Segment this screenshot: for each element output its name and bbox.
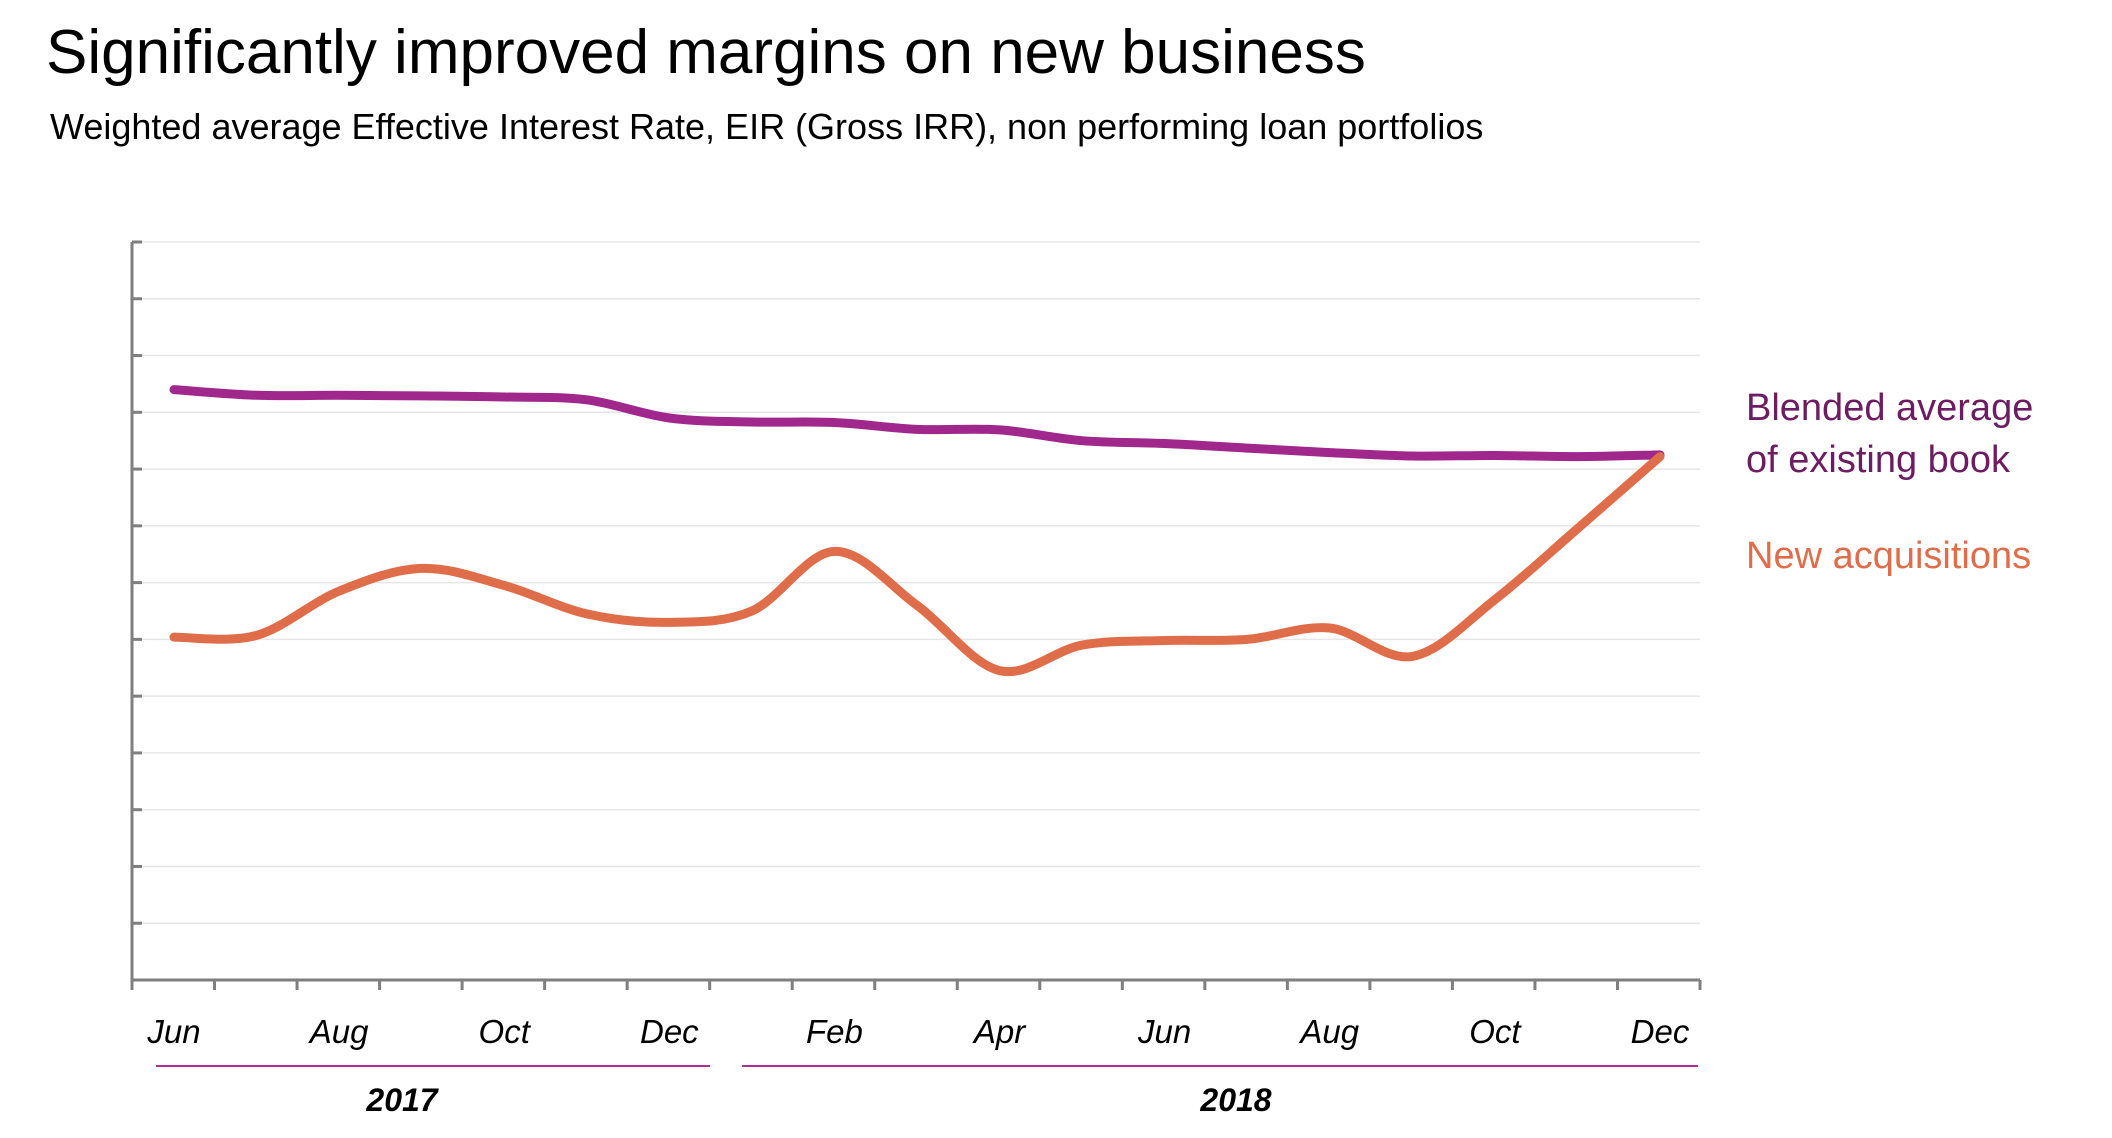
x-tick-label: Jun [1137,1013,1191,1050]
x-tick-label: Oct [1469,1013,1522,1050]
page-title: Significantly improved margins on new bu… [46,18,1366,87]
x-tick-label: Aug [308,1013,369,1050]
x-tick-label: Jun [146,1013,200,1050]
year-label-2017: 2017 [365,1082,439,1118]
x-tick-label: Apr [972,1013,1027,1050]
series-line-blended-average [169,385,1665,462]
x-tick-label: Dec [1631,1013,1690,1050]
legend-blended-average: Blended average of existing book [1746,387,2034,481]
x-tick-label: Feb [806,1013,863,1050]
x-tick-label: Oct [479,1013,532,1050]
x-tick-label: Aug [1298,1013,1359,1050]
x-tick-label: Dec [640,1013,699,1050]
page-subtitle: Weighted average Effective Interest Rate… [50,106,1484,147]
series-line-new-acquisitions [169,452,1665,677]
legend-new-acquisitions: New acquisitions [1746,535,2032,577]
year-label-2018: 2018 [1199,1082,1271,1118]
